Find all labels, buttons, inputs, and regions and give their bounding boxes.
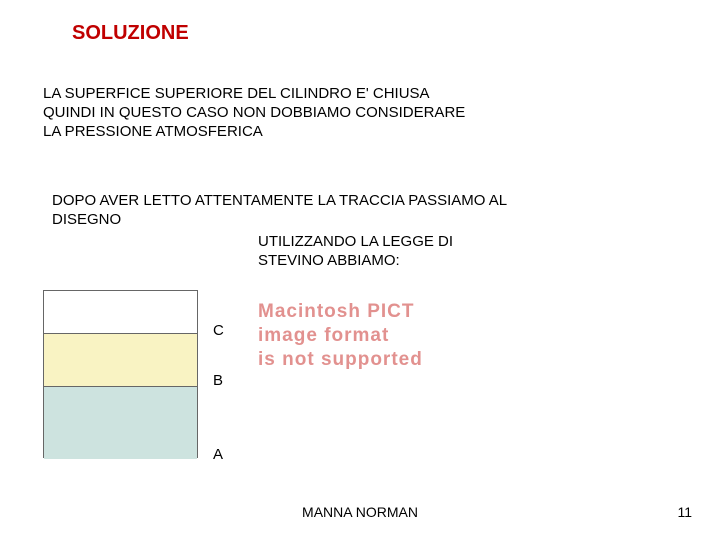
para3-line: STEVINO ABBIAMO: (258, 252, 453, 271)
paragraph-1: LA SUPERFICE SUPERIORE DEL CILINDRO E' C… (43, 85, 465, 141)
pict-line: is not supported (258, 348, 423, 372)
diagram-layer-bot (44, 386, 197, 459)
diagram-label-b: B (213, 372, 223, 389)
para3-line: UTILIZZANDO LA LEGGE DI (258, 233, 453, 252)
para1-line: LA SUPERFICE SUPERIORE DEL CILINDRO E' C… (43, 85, 465, 104)
pict-line: Macintosh PICT (258, 300, 423, 324)
para2-line: DISEGNO (52, 211, 652, 230)
diagram-label-a: A (213, 446, 223, 463)
diagram-layer-mid (44, 333, 197, 386)
pict-line: image format (258, 324, 423, 348)
footer-page-number: 11 (677, 504, 692, 520)
diagram-label-c: C (213, 322, 224, 339)
paragraph-3: UTILIZZANDO LA LEGGE DI STEVINO ABBIAMO: (258, 233, 453, 271)
slide-title: SOLUZIONE (72, 22, 189, 45)
cylinder-diagram (43, 290, 198, 458)
footer-author: MANNA NORMAN (0, 504, 720, 520)
diagram-layer-top (44, 291, 197, 333)
pict-placeholder: Macintosh PICT image format is not suppo… (258, 300, 423, 371)
para2-line: DOPO AVER LETTO ATTENTAMENTE LA TRACCIA … (52, 192, 652, 211)
paragraph-2: DOPO AVER LETTO ATTENTAMENTE LA TRACCIA … (52, 192, 652, 230)
para1-line: QUINDI IN QUESTO CASO NON DOBBIAMO CONSI… (43, 104, 465, 123)
para1-line: LA PRESSIONE ATMOSFERICA (43, 123, 465, 142)
